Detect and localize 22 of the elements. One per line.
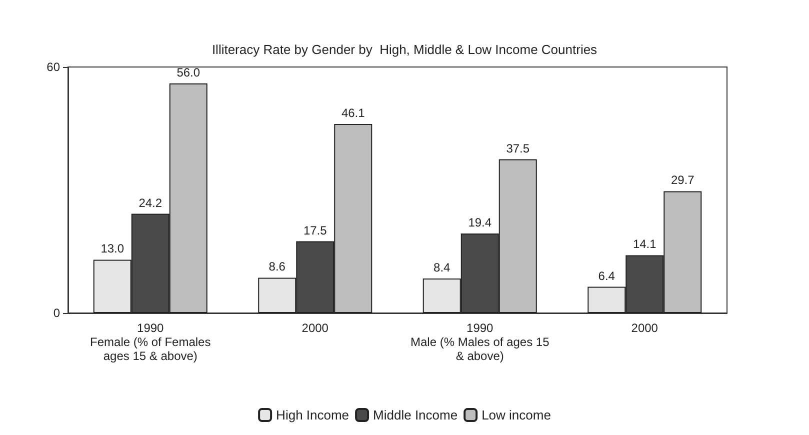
legend-label: Middle Income	[373, 408, 458, 422]
data-label: 17.5	[303, 223, 328, 238]
y-tick-label: 0	[53, 306, 60, 320]
x-tick-label: 1990 Female (% of Females ages 15 & above)	[90, 321, 211, 363]
legend-label: Low income	[482, 408, 551, 422]
data-label: 13.0	[100, 242, 124, 256]
data-label: 24.2	[138, 196, 162, 210]
x-tick-label: 1990 Male (% Males of ages 15 & above)	[410, 321, 550, 363]
x-tick-label: 2000	[631, 321, 658, 335]
chart-title: Illiteracy Rate by Gender by High, Middle & Low Income Countries	[212, 42, 598, 57]
data-label: 6.4	[598, 268, 616, 283]
data-label: 37.5	[506, 141, 530, 156]
legend-label: High Income	[276, 408, 350, 422]
data-label: 29.7	[670, 173, 695, 188]
data-label: 8.6	[268, 260, 286, 274]
data-label: 8.4	[434, 260, 451, 275]
data-label: 19.4	[468, 215, 492, 230]
data-label: 46.1	[341, 106, 366, 120]
data-label: 14.1	[632, 237, 657, 252]
x-tick-label: 2000	[302, 321, 329, 335]
y-tick-label: 60	[46, 60, 60, 74]
data-label: 56.0	[176, 65, 200, 80]
